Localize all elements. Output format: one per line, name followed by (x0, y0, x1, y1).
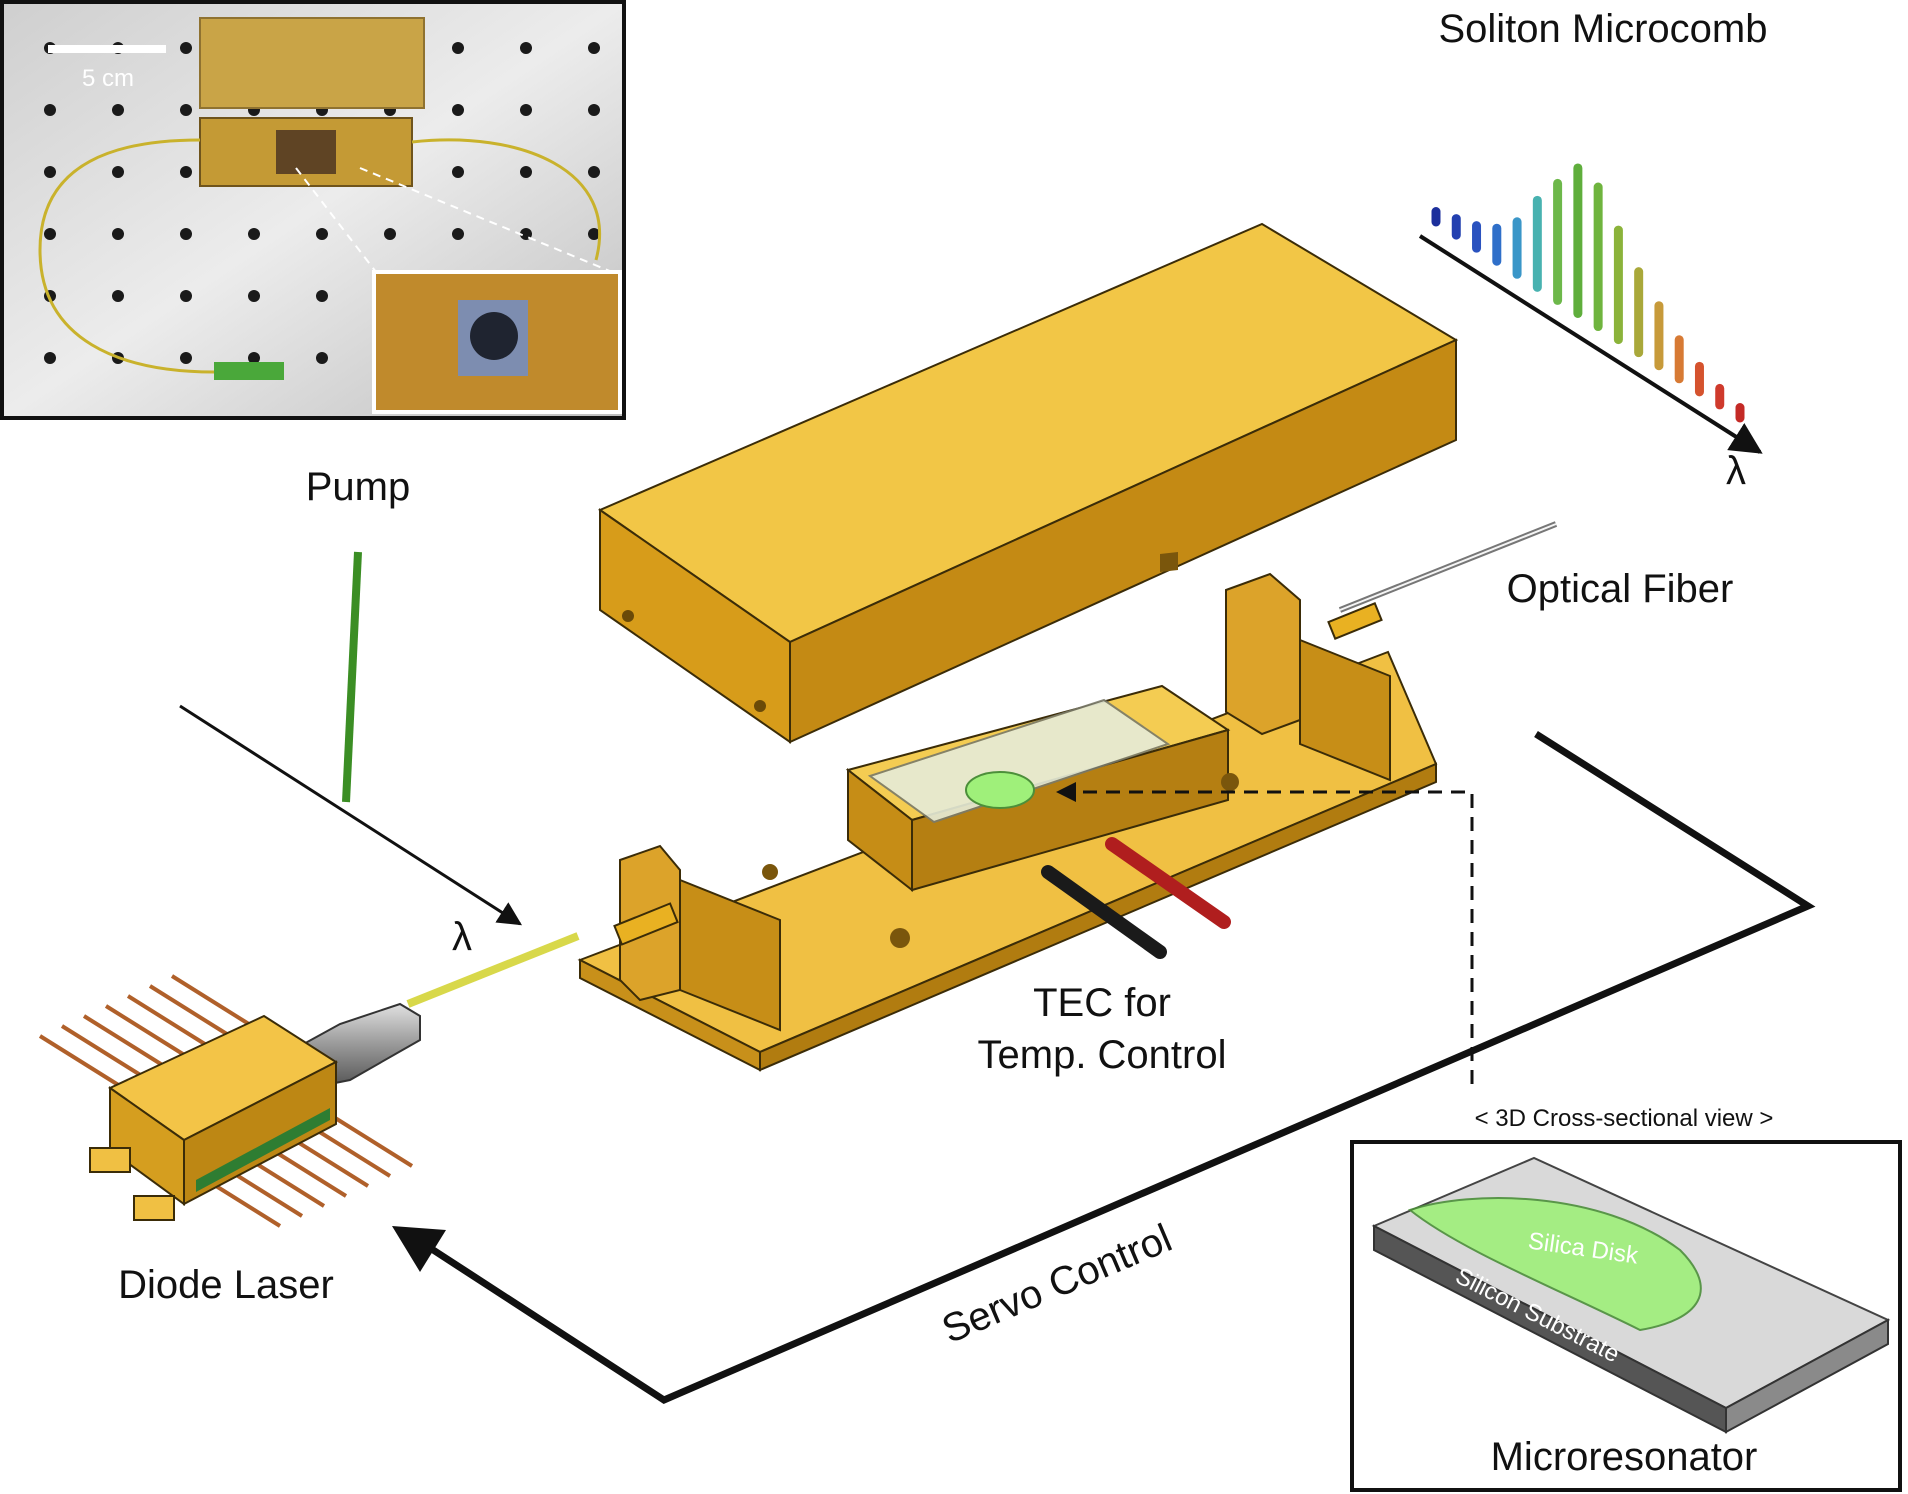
diode-laser-label: Diode Laser (118, 1263, 334, 1307)
pegboard-hole (248, 228, 260, 240)
diode-laser-pin (126, 994, 210, 1048)
pegboard-hole (588, 166, 600, 178)
package-base (577, 572, 1438, 1072)
pump-wavelength-axis (179, 704, 523, 926)
pump-label: Pump (306, 465, 411, 509)
pegboard-hole (180, 42, 192, 54)
microresonator-label: Microresonator (1491, 1435, 1758, 1479)
pegboard-hole (316, 352, 328, 364)
tec-label-line2: Temp. Control (978, 1033, 1227, 1077)
cross-section-leader (1060, 790, 1474, 1090)
pegboard-hole (588, 228, 600, 240)
diode-laser (38, 932, 580, 1228)
pegboard-hole (452, 104, 464, 116)
pegboard-hole (44, 166, 56, 178)
diode-laser-pin (308, 1124, 392, 1178)
diode-laser-pin (104, 1004, 188, 1058)
diode-laser-pin (148, 984, 232, 1038)
photo-inset: 5 cm (0, 0, 626, 420)
scale-bar-label: 5 cm (82, 65, 134, 92)
diode-laser-pin (286, 1134, 370, 1188)
servo-arrowhead (392, 1226, 446, 1272)
pegboard-hole (520, 104, 532, 116)
pegboard-hole (44, 228, 56, 240)
pegboard-hole (180, 352, 192, 364)
pegboard-hole (180, 290, 192, 302)
pegboard-hole (384, 228, 396, 240)
pegboard-hole (180, 228, 192, 240)
diode-laser-pin (82, 1014, 166, 1068)
servo-control-label: Servo Control (936, 1216, 1178, 1352)
pegboard-hole (248, 352, 260, 364)
pegboard-hole (452, 42, 464, 54)
tec-label-line1: TEC for (1033, 981, 1171, 1025)
comb-lines (1431, 163, 1745, 423)
photo-lid (199, 17, 425, 109)
photo-fiber (411, 138, 602, 261)
diode-laser-pins (38, 974, 414, 1228)
pegboard-hole (588, 104, 600, 116)
optical-fiber-label: Optical Fiber (1507, 567, 1734, 611)
diode-laser-pin (38, 1034, 122, 1088)
soliton-microcomb-label: Soliton Microcomb (1438, 7, 1767, 51)
pegboard-hole (112, 104, 124, 116)
scale-bar (48, 45, 166, 53)
cross-section-caption: < 3D Cross-sectional view > (1475, 1105, 1774, 1132)
pegboard-hole (180, 166, 192, 178)
tec-wire-black (1041, 865, 1167, 959)
pegboard-hole (44, 104, 56, 116)
package-lid (597, 222, 1459, 744)
diode-laser-pin (330, 1114, 414, 1168)
pegboard-hole (112, 228, 124, 240)
pump-line (342, 551, 362, 803)
pegboard-hole (112, 166, 124, 178)
pegboard-hole (520, 166, 532, 178)
pegboard-hole (520, 42, 532, 54)
pegboard-hole (452, 228, 464, 240)
comb-axis-label: λ (1726, 449, 1746, 493)
pegboard-hole (248, 290, 260, 302)
servo-control-loop (422, 731, 1816, 1404)
microresonator-chip-disk (965, 771, 1035, 809)
comb-wavelength-axis (1418, 234, 1763, 454)
pegboard-hole (452, 166, 464, 178)
pegboard-hole (588, 42, 600, 54)
pegboard-hole (180, 104, 192, 116)
pegboard-hole (44, 352, 56, 364)
diode-laser-pin (60, 1024, 144, 1078)
glass-window (867, 698, 1171, 824)
pegboard-hole (316, 228, 328, 240)
diode-laser-pin (170, 974, 254, 1028)
pegboard-hole (112, 290, 124, 302)
photo-fiber (38, 138, 215, 374)
pegboard-hole (316, 290, 328, 302)
tec-wire-red (1105, 837, 1231, 929)
pump-axis-label: λ (452, 915, 472, 959)
cross-section-inset: Silica Disk Silicon Substrate (1350, 1140, 1902, 1492)
